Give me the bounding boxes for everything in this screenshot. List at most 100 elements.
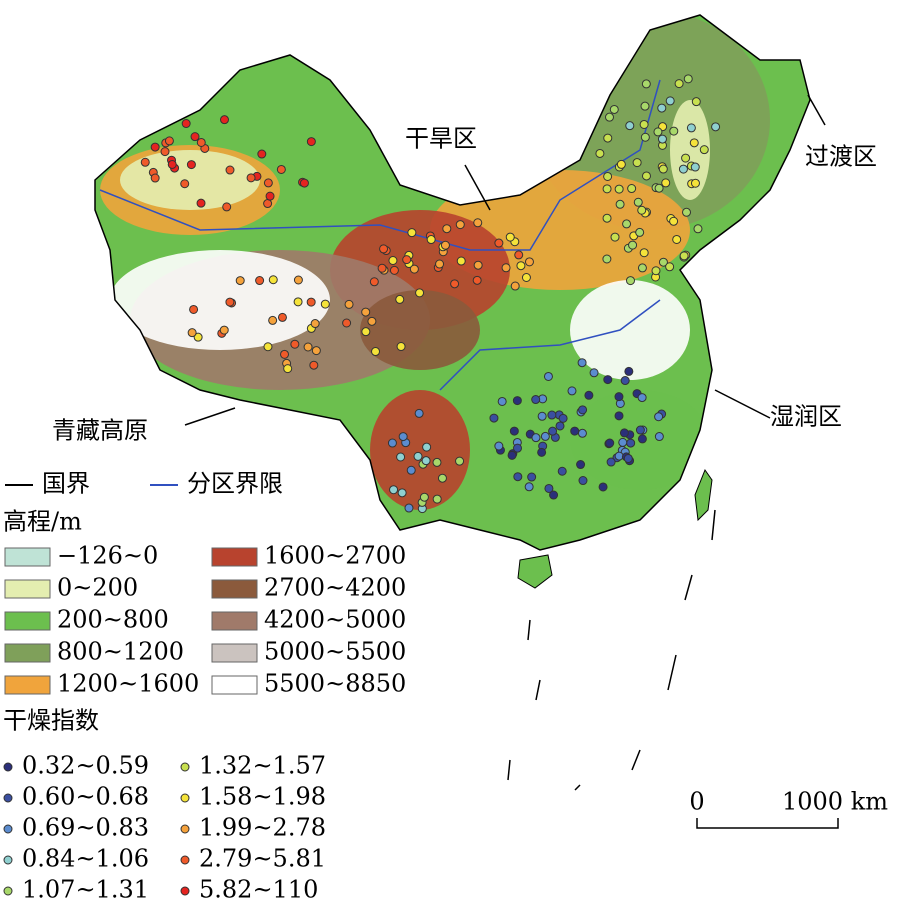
- station: [537, 411, 547, 421]
- station: [661, 178, 671, 188]
- station: [639, 248, 649, 258]
- station: [497, 396, 507, 406]
- station: [150, 142, 160, 152]
- station: [665, 96, 675, 106]
- station: [609, 104, 619, 114]
- station: [369, 277, 379, 287]
- station: [389, 265, 399, 275]
- station: [637, 434, 647, 444]
- legend-label: 1.07~1.31: [22, 876, 149, 900]
- station: [419, 492, 429, 502]
- station: [602, 213, 612, 223]
- station: [683, 74, 693, 84]
- station: [396, 342, 406, 352]
- zone-boundary: [439, 299, 661, 391]
- station: [711, 122, 721, 132]
- legend-swatch: [211, 579, 258, 599]
- relief-area: [570, 280, 690, 380]
- legend-dot: [3, 793, 13, 803]
- legend-label: 1200~1600: [57, 670, 199, 698]
- legend-dot: [180, 855, 190, 865]
- station: [160, 147, 170, 157]
- station: [235, 276, 245, 286]
- station: [610, 232, 620, 242]
- station: [547, 410, 557, 420]
- station: [473, 218, 483, 228]
- legend-swatch: [4, 675, 51, 695]
- station: [624, 366, 634, 376]
- scale-bar: 0 1000 km: [689, 788, 888, 829]
- station: [435, 259, 445, 269]
- station: [426, 235, 436, 245]
- station: [672, 234, 682, 244]
- station: [606, 457, 616, 467]
- legend-dot: [3, 824, 13, 834]
- station: [189, 304, 199, 314]
- station: [225, 165, 235, 175]
- station: [222, 202, 232, 212]
- station: [603, 375, 613, 385]
- station: [555, 421, 565, 431]
- station: [407, 228, 417, 238]
- station: [371, 347, 381, 357]
- station: [557, 466, 567, 476]
- station: [654, 183, 664, 193]
- station: [681, 153, 691, 163]
- legend-label: 0.32~0.59: [22, 752, 149, 780]
- station: [404, 503, 414, 513]
- station: [472, 275, 482, 285]
- station: [637, 393, 647, 403]
- station: [570, 426, 580, 436]
- station: [263, 178, 273, 188]
- station: [367, 316, 377, 326]
- legend-swatch: [211, 643, 258, 663]
- station: [635, 425, 645, 435]
- station: [615, 199, 625, 209]
- station: [509, 426, 519, 436]
- taiwan: [694, 468, 713, 522]
- station: [682, 207, 692, 217]
- legend-label: 0.60~0.68: [22, 783, 149, 811]
- station: [657, 134, 667, 144]
- relief-area: [670, 100, 710, 200]
- legend-label: 5500~8850: [264, 670, 406, 698]
- legend-swatch: [4, 611, 51, 631]
- station: [306, 297, 316, 307]
- station: [290, 339, 300, 349]
- station: [637, 263, 647, 273]
- station: [679, 251, 689, 261]
- station: [257, 149, 267, 159]
- station: [576, 460, 586, 470]
- station: [651, 266, 661, 276]
- station: [310, 319, 320, 329]
- station: [524, 257, 534, 267]
- station: [361, 307, 371, 317]
- station: [409, 264, 419, 274]
- station: [219, 325, 229, 335]
- station: [167, 159, 177, 169]
- station: [398, 432, 408, 442]
- station: [186, 160, 196, 170]
- station: [614, 411, 624, 421]
- scale-label: 0: [689, 788, 704, 816]
- station: [377, 263, 387, 273]
- station: [432, 457, 442, 467]
- legend-label: 0.69~0.83: [22, 814, 149, 842]
- station: [628, 240, 638, 250]
- legend-label: 2.79~5.81: [199, 845, 326, 873]
- station: [414, 408, 424, 418]
- station: [196, 137, 206, 147]
- station: [437, 473, 447, 483]
- station: [388, 256, 398, 266]
- station: [527, 472, 537, 482]
- station: [507, 450, 517, 460]
- station: [689, 138, 699, 148]
- region-label: 干旱区: [405, 125, 477, 153]
- station: [623, 453, 633, 463]
- legend-dot: [180, 886, 190, 896]
- legend-swatch: [211, 675, 258, 695]
- legend-label: −126~0: [57, 542, 158, 570]
- legend-label: 1.58~1.98: [199, 783, 326, 811]
- station: [635, 227, 645, 237]
